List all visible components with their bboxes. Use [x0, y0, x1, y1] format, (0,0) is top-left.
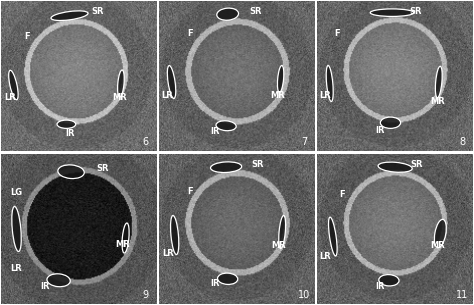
- Ellipse shape: [118, 70, 124, 97]
- Ellipse shape: [210, 162, 242, 173]
- Text: MR: MR: [115, 240, 130, 249]
- Text: SR: SR: [91, 7, 104, 16]
- Ellipse shape: [47, 274, 70, 287]
- Text: MR: MR: [430, 241, 445, 250]
- Text: F: F: [25, 32, 30, 41]
- Text: LG: LG: [10, 188, 23, 197]
- Text: 10: 10: [298, 290, 310, 300]
- Text: 8: 8: [459, 137, 465, 147]
- Text: 6: 6: [143, 137, 149, 147]
- Text: LR: LR: [10, 264, 22, 273]
- Text: LR: LR: [161, 91, 173, 100]
- Ellipse shape: [58, 165, 84, 178]
- Text: MR: MR: [270, 91, 285, 100]
- Text: IR: IR: [210, 127, 220, 136]
- Text: LR: LR: [163, 249, 174, 258]
- Ellipse shape: [328, 217, 337, 256]
- Text: MR: MR: [272, 241, 286, 250]
- Text: F: F: [339, 190, 345, 199]
- Text: IR: IR: [65, 129, 74, 138]
- Ellipse shape: [122, 223, 129, 253]
- Text: MR: MR: [112, 93, 127, 102]
- Text: SR: SR: [96, 164, 109, 173]
- Text: IR: IR: [40, 282, 49, 291]
- Ellipse shape: [379, 274, 399, 286]
- Ellipse shape: [167, 66, 176, 99]
- Text: SR: SR: [249, 7, 262, 16]
- Text: IR: IR: [210, 279, 220, 288]
- Ellipse shape: [12, 206, 21, 252]
- Ellipse shape: [217, 8, 238, 20]
- Ellipse shape: [57, 120, 76, 128]
- Text: F: F: [187, 29, 193, 38]
- Ellipse shape: [326, 66, 333, 102]
- Ellipse shape: [370, 9, 414, 16]
- Text: SR: SR: [251, 160, 264, 169]
- Ellipse shape: [279, 216, 286, 249]
- Text: 7: 7: [301, 137, 307, 147]
- Text: MR: MR: [430, 97, 445, 106]
- Ellipse shape: [434, 219, 447, 248]
- Text: 9: 9: [143, 290, 149, 300]
- Ellipse shape: [216, 121, 236, 131]
- Ellipse shape: [380, 117, 401, 128]
- Text: IR: IR: [375, 126, 384, 135]
- Text: F: F: [187, 187, 193, 196]
- Ellipse shape: [378, 162, 412, 172]
- Ellipse shape: [171, 216, 179, 255]
- Text: LR: LR: [4, 93, 16, 102]
- Text: SR: SR: [409, 7, 422, 16]
- Ellipse shape: [9, 70, 18, 100]
- Ellipse shape: [51, 11, 88, 20]
- Text: IR: IR: [375, 282, 384, 291]
- Ellipse shape: [435, 66, 442, 98]
- Text: LR: LR: [319, 91, 331, 100]
- Text: F: F: [335, 29, 340, 38]
- Ellipse shape: [277, 66, 284, 92]
- Text: LR: LR: [319, 252, 331, 261]
- Text: 11: 11: [456, 290, 468, 300]
- Ellipse shape: [218, 273, 238, 285]
- Text: SR: SR: [410, 160, 423, 169]
